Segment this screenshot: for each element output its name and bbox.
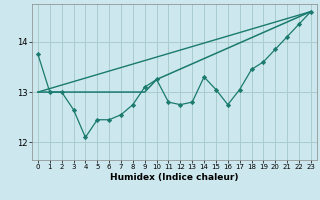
X-axis label: Humidex (Indice chaleur): Humidex (Indice chaleur) — [110, 173, 239, 182]
